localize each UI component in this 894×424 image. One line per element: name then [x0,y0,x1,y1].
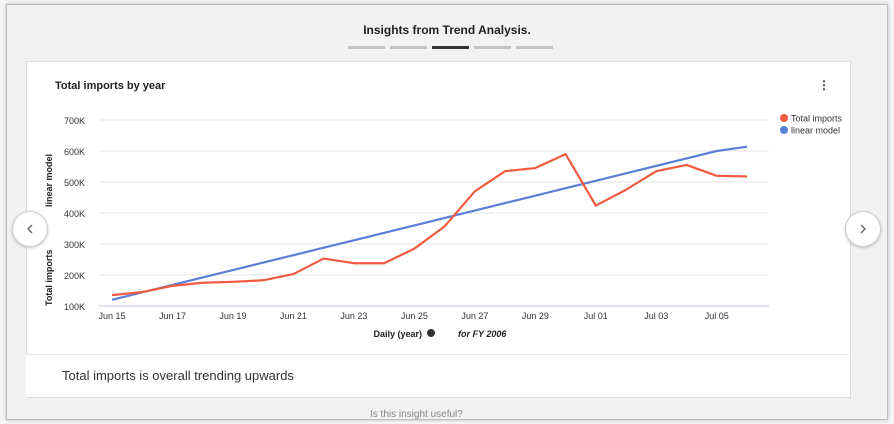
summary-text: Total imports is overall trending upward… [62,368,294,383]
x-tick-label: Jun 25 [401,311,428,321]
pager-segment[interactable] [474,46,511,49]
x-tick-label: Jul 03 [644,311,668,321]
x-tick-label: Jun 19 [219,311,246,321]
y-axis-label-total-imports: Total imports [44,250,54,306]
x-tick-label: Jun 27 [461,311,488,321]
insights-title: Insights from Trend Analysis. [363,23,531,37]
x-tick-label: Jul 05 [705,311,729,321]
legend-entry: linear model [791,126,840,136]
y-axis-label-linear-model: linear model [44,154,54,207]
x-axis-subtitle: for FY 2006 [458,329,507,339]
chevron-left-icon [27,224,33,234]
x-tick-label: Jun 17 [159,311,186,321]
y-tick-label: 700K [64,116,85,126]
y-tick-label: 300K [64,240,85,250]
y-tick-label: 600K [64,147,85,157]
previous-insight-button[interactable] [12,211,48,247]
series-line-total-imports [111,152,748,297]
y-tick-label: 400K [64,209,85,219]
next-insight-button[interactable] [845,211,881,247]
legend-marker [780,126,788,134]
pager-segment[interactable] [390,46,427,49]
legend-entry: Total imports [791,114,843,124]
pager-segment[interactable] [432,46,469,49]
x-tick-label: Jun 21 [280,311,307,321]
x-tick-label: Jul 01 [584,311,608,321]
card-title: Total imports by year [55,80,166,92]
summary-panel: Total imports is overall trending upward… [26,354,849,397]
y-tick-label: 200K [64,271,85,281]
more-vertical-icon[interactable]: ⋮ [818,78,830,92]
line-chart: 100K 200K 300K 400K 500K 600K 700K Jun 15 Jun 17… [44,114,843,340]
feedback-prompt: Is this insight useful? [370,409,463,420]
chevron-right-icon [860,224,866,234]
series-line-linear-model [111,145,748,301]
x-tick-label: Jun 23 [340,311,367,321]
pager [348,46,553,49]
x-tick-label: Jun 29 [522,311,549,321]
info-icon [427,329,435,337]
legend-marker [780,114,788,122]
x-tick-label: Jun 15 [98,311,125,321]
y-tick-label: 500K [64,178,85,188]
x-axis-label: Daily (year) [373,329,422,339]
y-tick-label: 100K [64,302,85,312]
chart-card: Total imports by year ⋮ 100K 200K 300K 400K… [26,61,851,398]
pager-segment[interactable] [348,46,385,49]
pager-segment[interactable] [516,46,553,49]
